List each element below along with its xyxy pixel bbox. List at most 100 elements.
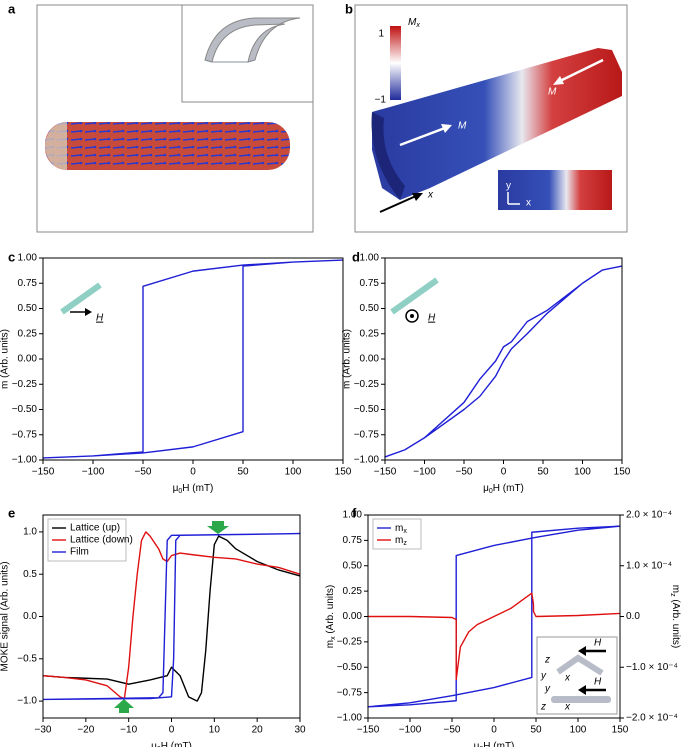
text-part: H (mT) [483, 741, 514, 747]
panel-label: b [345, 1, 353, 16]
series-line [42, 535, 301, 702]
x-axis-label: μ0H (mT) [483, 483, 524, 496]
text-part: m [325, 640, 336, 648]
x-tick-label: 20 [252, 725, 264, 736]
insets [60, 277, 618, 715]
y-tick-label: 0.75 [343, 535, 363, 546]
text-part: (Arb. units) [670, 597, 681, 649]
nanotube [45, 122, 290, 170]
text-part: H (mT) [493, 483, 524, 494]
green-arrow [207, 521, 229, 534]
panel-label: c [8, 249, 15, 264]
y-tick-label: −0.50 [12, 404, 38, 415]
annotation: H [428, 313, 436, 324]
y-tick-label: 0.50 [360, 303, 380, 314]
text-part: μ [474, 741, 480, 747]
y-tick-label: −0.25 [337, 637, 363, 648]
x-tick-label: 0 [501, 467, 507, 478]
y-tick-label: 0.5 [23, 569, 37, 580]
annotation: y [540, 671, 547, 682]
y-tick-label: 1.00 [360, 253, 380, 264]
x-tick-label: 50 [237, 467, 249, 478]
subscript: x [403, 528, 407, 535]
text-part: (Arb. units) [325, 585, 336, 637]
text-part: μ [483, 483, 489, 494]
half-tube [372, 48, 622, 200]
subscript: z [403, 540, 407, 547]
y-tick-label: 0.75 [18, 278, 38, 289]
y-axis-label: m (Arb. units) [342, 329, 353, 389]
x-axis-label: μ0H (mT) [474, 741, 515, 747]
x-tick-label: −10 [120, 725, 137, 736]
x-tick-label: 30 [294, 725, 306, 736]
arrow-head [412, 193, 423, 201]
annotation: y [544, 684, 551, 695]
arrow-head [553, 76, 564, 85]
arrow-head [578, 685, 586, 695]
legend-label: mz [395, 535, 407, 548]
m-label: M [458, 121, 467, 132]
x-tick-label: 0 [169, 725, 175, 736]
plot-frame [42, 257, 344, 461]
y-tick-label: 1.0 [23, 527, 37, 538]
text-part: m [395, 535, 403, 546]
text-part: H (mT) [182, 483, 213, 494]
y-tick-label: 0.0 [23, 611, 37, 622]
panel-label: e [8, 505, 15, 520]
field-out [405, 309, 419, 323]
text-part: μ [173, 483, 179, 494]
legend-label: Lattice (down) [70, 535, 133, 546]
y-tick-label: −0.25 [354, 379, 380, 390]
axis-label: x [526, 198, 531, 209]
legend-label: mx [395, 523, 407, 536]
subscript: x [330, 636, 337, 640]
annotation: H [96, 313, 104, 324]
colorbar-title: Mx [408, 17, 420, 30]
x-tick-label: −100 [399, 725, 422, 736]
y-axis-label: MOKE signal (Arb. units) [0, 561, 11, 671]
panel-label: f [352, 505, 357, 520]
x-tick-label: −100 [82, 467, 105, 478]
x-tick-label: −150 [374, 467, 397, 478]
y-tick-label: 1.00 [18, 253, 38, 264]
y2-tick-label: 0.0 [626, 611, 640, 622]
axis-label: y [506, 181, 511, 192]
y-tick-label: −0.75 [12, 429, 38, 440]
y2-tick-label: 1.0 × 10⁻⁴ [626, 560, 672, 571]
lattice-bar [390, 277, 439, 315]
plot-frame [384, 257, 623, 461]
axes-glyph [507, 192, 520, 205]
x-tick-label: 50 [530, 725, 542, 736]
y-tick-label: 0.50 [343, 560, 363, 571]
bent-bar [556, 654, 604, 676]
m-label: M [548, 87, 557, 98]
panel-label: d [352, 249, 360, 264]
arrow [559, 58, 604, 83]
x-tick-label: −150 [32, 467, 55, 478]
annotation: x [564, 702, 571, 713]
annotation: z [544, 655, 550, 666]
series-line [368, 592, 621, 681]
y-tick-label: −1.0 [17, 696, 37, 707]
y-tick-label: 0.25 [360, 328, 380, 339]
tube-end [371, 112, 405, 200]
x-tick-label: −100 [413, 467, 436, 478]
y-tick-label: −0.50 [337, 662, 363, 673]
y-tick-label: −0.75 [337, 687, 363, 698]
image-frame [36, 4, 314, 233]
axis-label: x [427, 190, 434, 201]
subscript: 0 [489, 488, 493, 495]
x-tick-label: −50 [456, 467, 473, 478]
image-frame [354, 4, 628, 233]
y-tick-label: −1.00 [12, 455, 38, 466]
plot-frame [42, 514, 301, 719]
arrow-head [85, 308, 92, 316]
y-tick-label: −0.5 [17, 653, 37, 664]
x-tick-label: 100 [285, 467, 302, 478]
subscript: 0 [178, 488, 182, 495]
legend-label: Lattice (up) [70, 523, 120, 534]
y-tick-label: −1.00 [354, 455, 380, 466]
annotation: H [594, 677, 602, 688]
y-tick-label: 0.25 [343, 586, 363, 597]
